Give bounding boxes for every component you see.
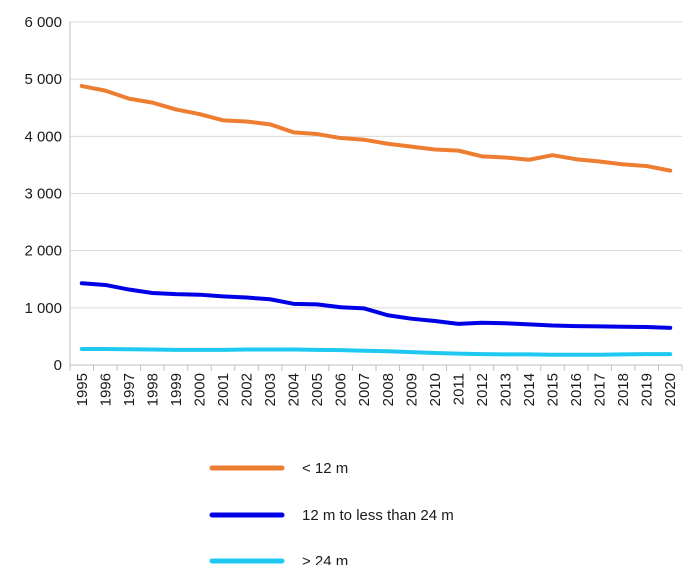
x-tick-label: 2015 [545, 373, 562, 406]
axes: 0 1 000 2 000 3 000 4 000 5 000 6 000 1995 1996 1… [24, 14, 683, 406]
series-line-1 [79, 84, 673, 173]
legend-label-3: > 24 m [302, 553, 348, 565]
x-tick-label: 1995 [74, 373, 91, 406]
x-tick-label: 2004 [286, 373, 303, 406]
legend: < 12 m 12 m to less than 24 m > 24 m [209, 460, 454, 570]
x-tick-label: 1996 [97, 373, 114, 406]
x-tick-label: 2018 [615, 373, 632, 406]
series-lines [79, 84, 673, 357]
x-tick-label: 2017 [592, 373, 609, 406]
y-tick-label: 3 000 [24, 186, 62, 203]
x-tick-label: 2005 [309, 373, 326, 406]
x-tick-label: 2013 [497, 373, 514, 406]
x-tick-label: 1999 [168, 373, 185, 406]
grid [70, 21, 682, 309]
y-tick-label: 0 [54, 357, 62, 374]
x-tick-label: 2006 [333, 373, 350, 406]
x-tick-label: 1998 [144, 373, 161, 406]
x-tick-label: 2019 [639, 373, 656, 406]
x-tick-label: 2016 [568, 373, 585, 406]
y-tick-label: 4 000 [24, 128, 62, 145]
x-tick-label: 2001 [215, 373, 232, 406]
x-tick-label: 2014 [521, 373, 538, 406]
x-tick-label: 2010 [427, 373, 444, 406]
x-tick-label: 2012 [474, 373, 491, 406]
y-tick-label: 6 000 [24, 14, 62, 31]
x-tick-label: 2009 [403, 373, 420, 406]
x-tick-label: 2007 [356, 373, 373, 406]
legend-label-1: < 12 m [302, 460, 348, 477]
x-tick-label: 2002 [239, 373, 256, 406]
y-tick-label: 2 000 [24, 243, 62, 260]
series-line-2 [79, 281, 673, 330]
x-tick-label: 2011 [450, 373, 467, 405]
x-tick-label: 2003 [262, 373, 279, 406]
x-tick-label: 2000 [191, 373, 208, 406]
x-tick-label: 2020 [662, 373, 679, 406]
series-line-3 [79, 346, 673, 357]
legend-label-2: 12 m to less than 24 m [302, 507, 454, 524]
x-tick-label: 1997 [121, 373, 138, 406]
y-tick-label: 5 000 [24, 71, 62, 88]
y-tick-label: 1 000 [24, 300, 62, 317]
x-tick-label: 2008 [380, 373, 397, 406]
